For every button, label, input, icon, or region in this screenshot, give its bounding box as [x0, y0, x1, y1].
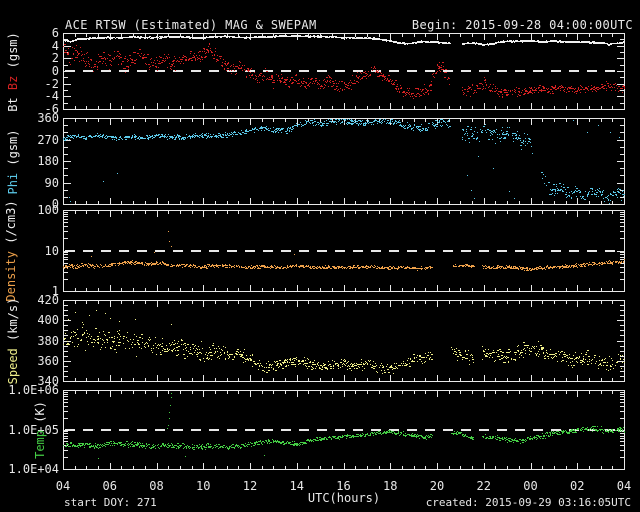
bt-bz-panel-canvas — [63, 33, 625, 110]
x-tick-label: 00 — [523, 479, 538, 493]
y-tick-label: 4 — [51, 38, 59, 53]
temp-panel-canvas — [63, 390, 625, 470]
phi-panel-canvas — [63, 118, 625, 205]
x-tick-label: 12 — [242, 479, 258, 493]
x-tick-label: 18 — [383, 479, 398, 493]
y-tick-label: 340 — [37, 374, 59, 388]
y-axis-label-part: (km/s) — [6, 297, 20, 349]
y-tick-label: 1.0E+05 — [8, 422, 59, 437]
y-tick-label: 270 — [37, 132, 59, 147]
y-axis-label: Temp (K) — [32, 355, 48, 505]
x-tick-label: 16 — [336, 479, 351, 493]
y-axis-label-part: (K) — [33, 401, 47, 430]
x-tick-label: 10 — [196, 479, 211, 493]
x-tick-label: 04 — [55, 479, 71, 493]
y-tick-label: 380 — [37, 333, 59, 348]
y-tick-label: 10 — [44, 243, 59, 258]
density-panel-canvas — [63, 210, 625, 292]
x-tick-label: 02 — [570, 479, 585, 493]
y-tick-label: 420 — [37, 293, 59, 307]
y-tick-label: 400 — [37, 313, 59, 328]
y-tick-label: 1.0E+04 — [8, 462, 59, 476]
begin-timestamp: Begin: 2015-09-28 04:00:00UTC — [411, 18, 633, 32]
x-tick-label: 06 — [102, 479, 117, 493]
speed-panel-canvas — [63, 300, 625, 382]
y-tick-label: 90 — [44, 175, 59, 190]
y-axis-label-part: (/cm3) — [4, 200, 18, 251]
y-tick-label: 360 — [37, 111, 59, 125]
x-tick-label: 14 — [289, 479, 304, 493]
y-tick-label: -2 — [44, 76, 59, 91]
x-tick-label: 08 — [149, 479, 164, 493]
y-tick-label: 360 — [37, 353, 59, 368]
y-tick-label: 1 — [51, 284, 59, 298]
x-tick-label: 20 — [429, 479, 445, 493]
y-tick-label: -6 — [44, 102, 59, 116]
y-tick-label: 100 — [37, 203, 59, 217]
page-title: ACE RTSW (Estimated) MAG & SWEPAM — [65, 18, 317, 32]
y-axis-label-part: (gsm) — [6, 31, 20, 76]
y-tick-label: 180 — [37, 154, 59, 168]
y-tick-label: -4 — [44, 89, 59, 104]
y-tick-label: 6 — [51, 26, 59, 40]
x-tick-label: 04 — [616, 479, 632, 493]
y-axis-label-part: Temp — [33, 430, 47, 459]
y-tick-label: 1.0E+06 — [8, 383, 59, 397]
x-tick-label: 22 — [476, 479, 491, 493]
y-axis-label-part: Speed — [6, 348, 20, 385]
y-axis-label-part: (gsm) — [6, 128, 20, 173]
y-tick-label: 2 — [51, 51, 59, 66]
x-axis-title: UTC(hours) — [307, 491, 381, 505]
created-timestamp: created: 2015-09-29 03:16:05UTC — [425, 496, 631, 509]
y-tick-label: 0 — [51, 197, 59, 211]
y-tick-label: 0 — [51, 64, 59, 78]
start-doy-label: start DOY: 271 — [64, 496, 157, 509]
